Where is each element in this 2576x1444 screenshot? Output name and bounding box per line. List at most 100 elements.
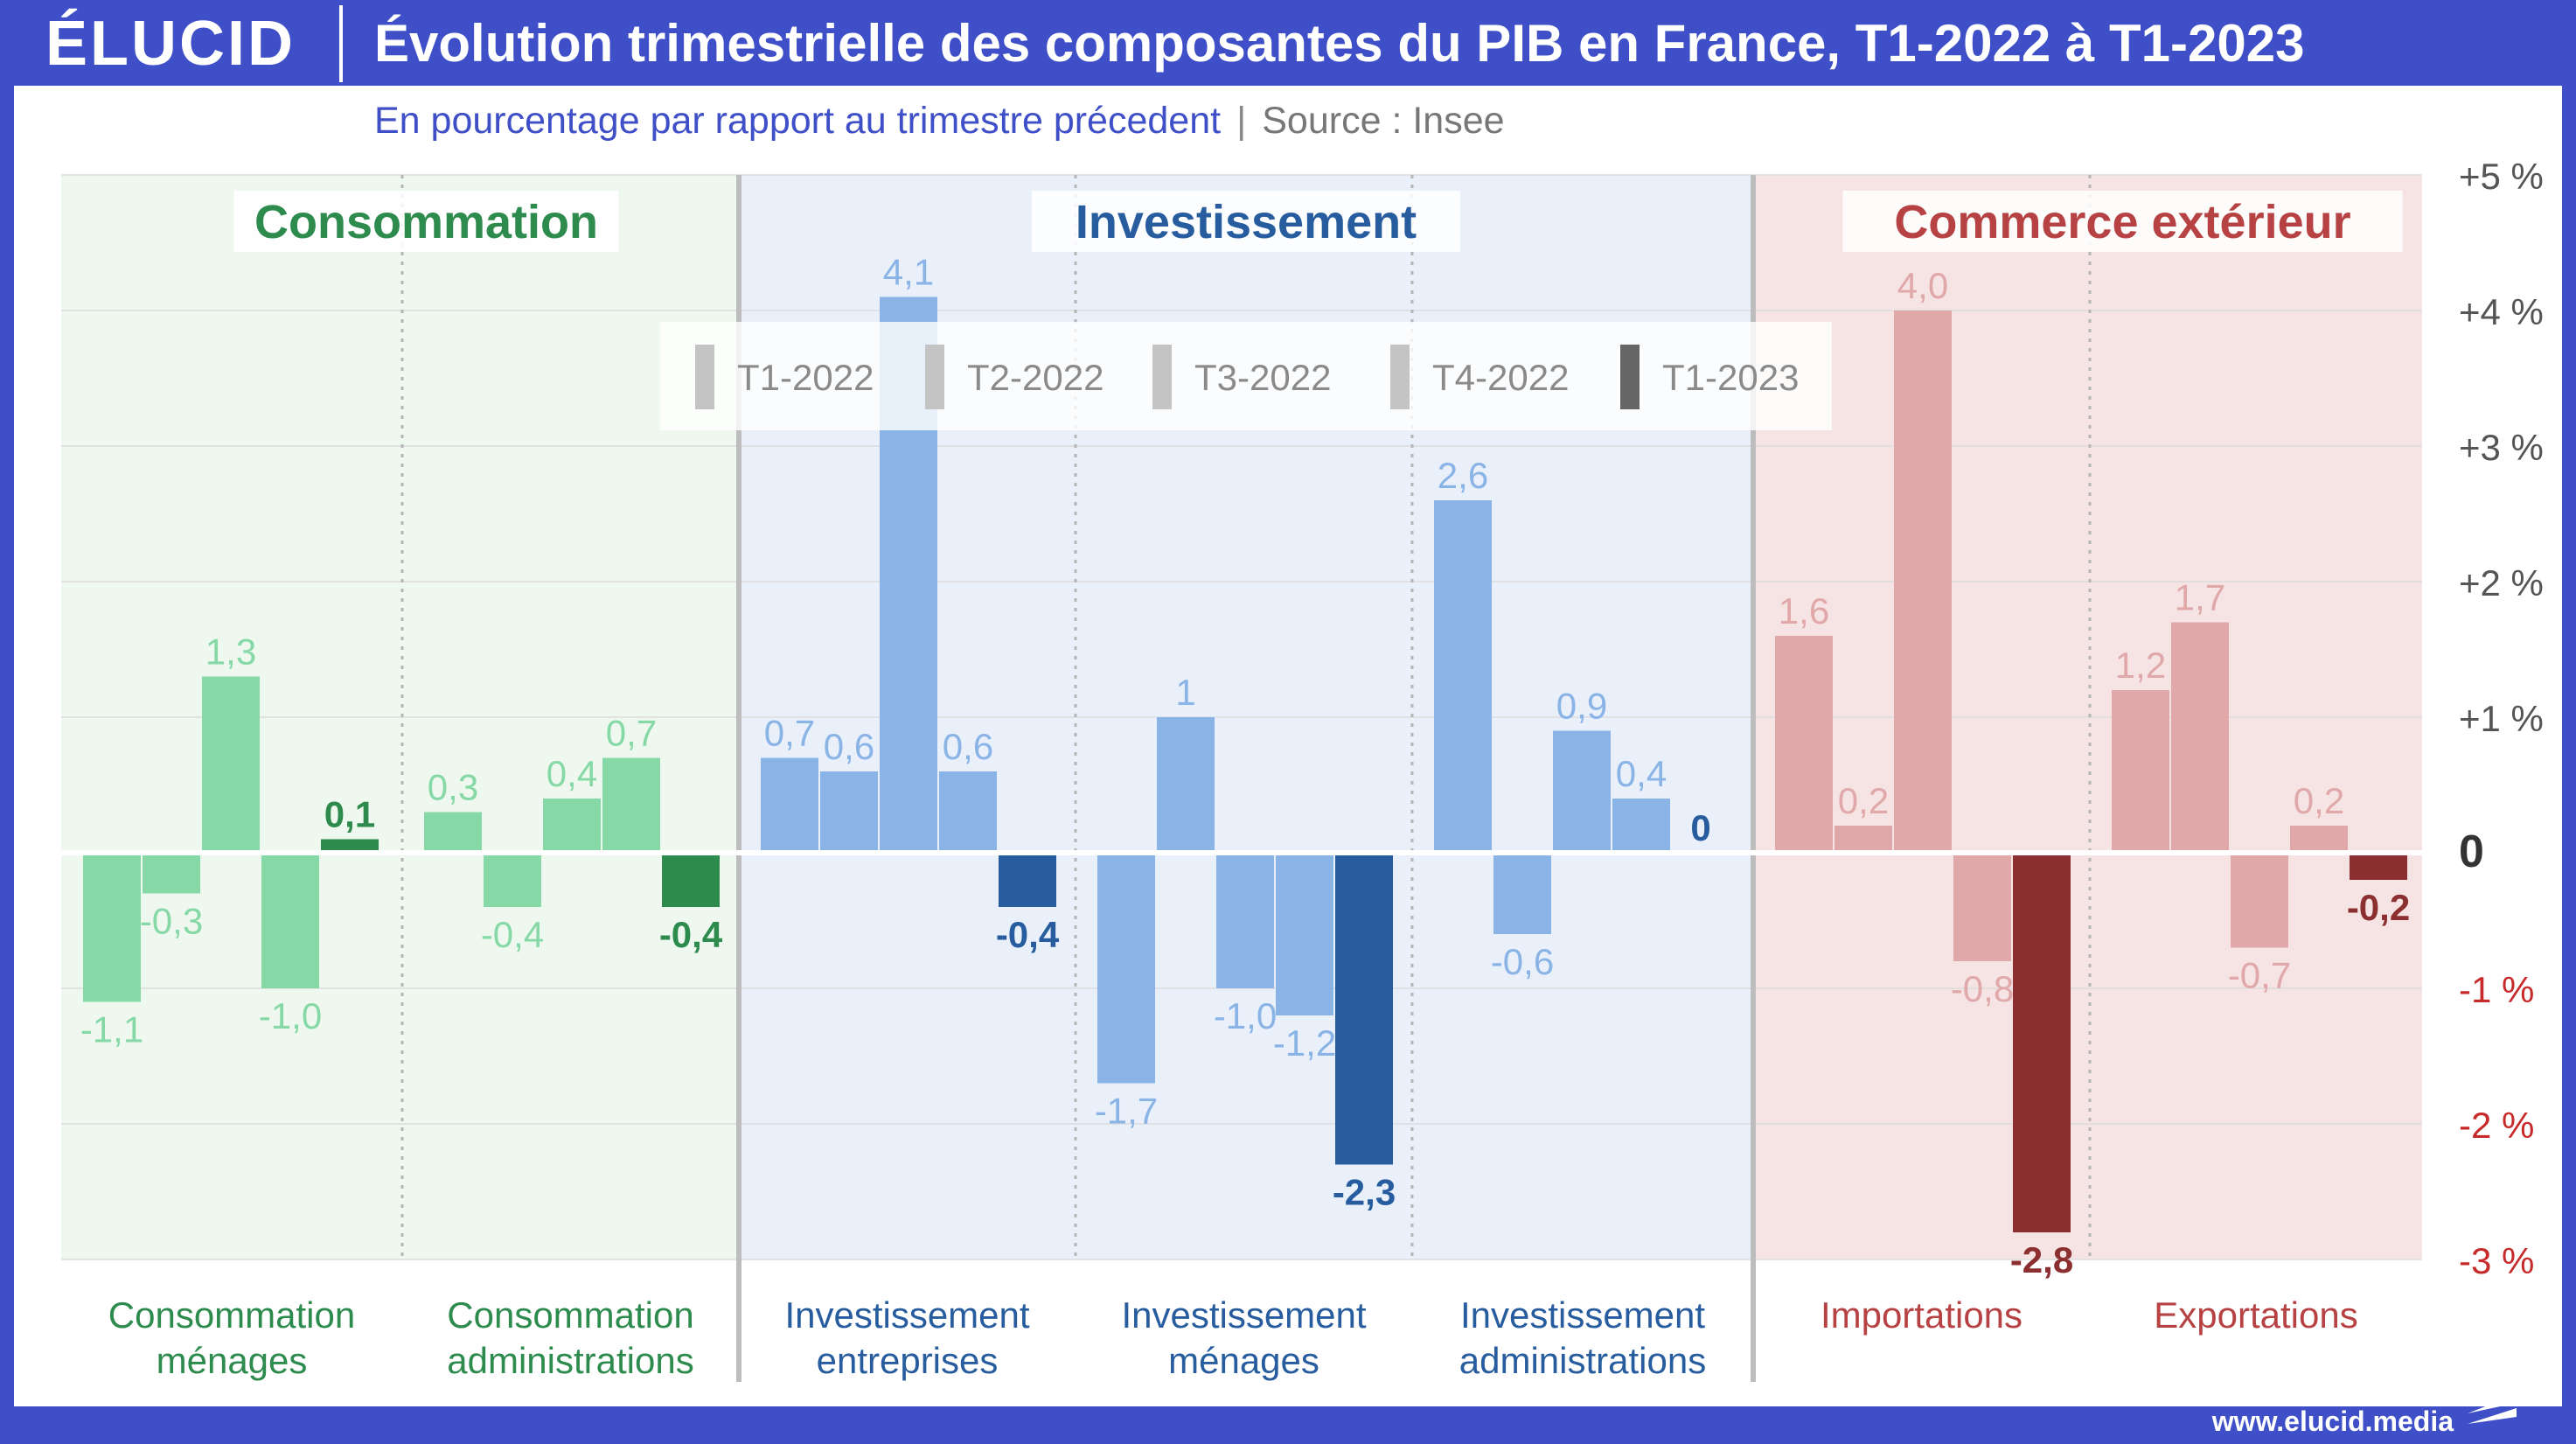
bar-5-1	[1835, 826, 1892, 853]
bar-value-label-2-4: -0,4	[996, 914, 1060, 955]
category-label-0-0: Consommation	[108, 1294, 355, 1336]
legend-swatch-1	[925, 345, 944, 409]
group-title-box-0	[233, 191, 619, 252]
bar-value-label-2-2: 4,1	[883, 252, 934, 293]
chart-subtitle-line: En pourcentage par rapport au trimestre …	[374, 94, 1505, 147]
y-tick-label-2: +3 %	[2459, 427, 2544, 468]
bar-4-0	[1434, 500, 1492, 853]
bar-2-3	[939, 771, 997, 853]
bar-value-label-1-3: 0,7	[606, 713, 657, 754]
bar-4-3	[1612, 799, 1670, 853]
bar-value-label-6-3: 0,2	[2294, 780, 2344, 821]
bar-5-0	[1775, 636, 1833, 853]
bar-value-label-1-4: -0,4	[659, 914, 723, 955]
y-tick-label-5: 0	[2459, 827, 2484, 877]
bar-1-4	[662, 853, 720, 907]
category-label-6-0: Exportations	[2154, 1294, 2357, 1336]
category-label-3-0: Investissement	[1121, 1294, 1366, 1336]
y-tick-label-6: -1 %	[2459, 969, 2534, 1010]
legend-swatch-2	[1152, 345, 1172, 409]
bar-value-label-3-0: -1,7	[1095, 1091, 1158, 1132]
bar-value-label-3-3: -1,2	[1273, 1022, 1336, 1064]
bar-value-label-5-2: 4,0	[1897, 265, 1948, 306]
bar-2-1	[820, 771, 878, 853]
category-label-1-0: Consommation	[447, 1294, 693, 1336]
bar-value-label-4-1: -0,6	[1491, 941, 1554, 982]
bar-4-2	[1553, 730, 1611, 853]
group-title-2: Commerce extérieur	[1894, 196, 2350, 248]
bar-value-label-5-4: -2,8	[2010, 1239, 2073, 1280]
bar-3-1	[1157, 717, 1215, 853]
bar-3-4	[1335, 853, 1393, 1165]
bar-0-2	[202, 676, 260, 853]
y-tick-label-3: +2 %	[2459, 562, 2544, 603]
legend-swatch-4	[1620, 345, 1640, 409]
y-tick-label-7: -2 %	[2459, 1105, 2534, 1146]
chart-subtitle: En pourcentage par rapport au trimestre …	[374, 100, 1222, 142]
bar-0-0	[83, 853, 141, 1002]
bar-value-label-6-0: 1,2	[2115, 645, 2166, 686]
group-title-box-2	[1842, 191, 2403, 252]
bar-value-label-6-2: -0,7	[2228, 955, 2291, 996]
group-separator-0	[736, 175, 741, 1382]
bar-0-1	[143, 853, 200, 894]
bar-value-label-1-0: 0,3	[428, 767, 478, 808]
bar-value-label-1-2: 0,4	[547, 753, 597, 794]
bar-0-3	[261, 853, 319, 988]
bar-3-0	[1097, 853, 1155, 1084]
group-title-box-1	[1032, 191, 1460, 252]
elucid-logo[interactable]: ÉLUCID	[45, 9, 296, 79]
bar-6-4	[2350, 853, 2407, 880]
category-label-2-1: entreprises	[817, 1340, 999, 1381]
legend-label-2: T3-2022	[1194, 357, 1331, 398]
bar-4-1	[1493, 853, 1551, 934]
bar-value-label-4-3: 0,4	[1616, 753, 1667, 794]
bar-value-label-1-1: -0,4	[481, 914, 544, 955]
category-label-2-0: Investissement	[784, 1294, 1029, 1336]
bar-6-0	[2112, 690, 2169, 853]
bar-value-label-5-3: -0,8	[1951, 968, 2014, 1009]
bar-2-0	[761, 757, 818, 853]
chart-source: Source : Insee	[1262, 100, 1505, 142]
bar-value-label-0-4: 0,1	[324, 794, 375, 835]
category-label-4-0: Investissement	[1460, 1294, 1705, 1336]
header-separator	[339, 5, 343, 82]
bar-value-label-6-1: 1,7	[2175, 577, 2225, 618]
bar-5-4	[2013, 853, 2071, 1232]
bar-1-1	[484, 853, 541, 907]
group-separator-1	[1751, 175, 1756, 1382]
y-tick-label-1: +4 %	[2459, 291, 2544, 332]
bar-value-label-3-4: -2,3	[1333, 1172, 1396, 1213]
legend-swatch-3	[1390, 345, 1410, 409]
category-label-1-1: administrations	[447, 1340, 693, 1381]
bar-1-2	[543, 799, 601, 853]
y-tick-label-8: -3 %	[2459, 1240, 2534, 1281]
bar-value-label-2-3: 0,6	[943, 726, 993, 767]
bar-3-2	[1216, 853, 1274, 988]
bar-value-label-3-2: -1,0	[1214, 995, 1277, 1036]
bar-value-label-5-0: 1,6	[1779, 590, 1829, 631]
group-title-0: Consommation	[254, 196, 598, 248]
category-label-0-1: ménages	[157, 1340, 308, 1381]
y-tick-label-4: +1 %	[2459, 698, 2544, 739]
bar-value-label-0-0: -1,1	[80, 1009, 143, 1050]
bar-1-0	[424, 812, 482, 853]
category-label-3-1: ménages	[1168, 1340, 1319, 1381]
category-label-4-1: administrations	[1459, 1340, 1706, 1381]
bar-5-2	[1894, 310, 1952, 853]
bar-value-label-4-2: 0,9	[1556, 686, 1607, 727]
bar-6-3	[2290, 826, 2348, 853]
bar-value-label-0-3: -1,0	[259, 995, 322, 1036]
bar-value-label-5-1: 0,2	[1838, 780, 1889, 821]
bar-6-2	[2231, 853, 2288, 948]
group-title-1: Investissement	[1076, 196, 1417, 248]
footer-url[interactable]: www.elucid.media	[2211, 1406, 2454, 1437]
bar-2-4	[999, 853, 1056, 907]
legend-swatch-0	[695, 345, 714, 409]
header-bar: ÉLUCID Évolution trimestrielle des compo…	[0, 0, 2576, 86]
elucid-mark-icon	[2468, 1394, 2517, 1424]
bar-value-label-0-1: -0,3	[140, 901, 203, 942]
bar-value-label-4-0: 2,6	[1438, 455, 1488, 496]
